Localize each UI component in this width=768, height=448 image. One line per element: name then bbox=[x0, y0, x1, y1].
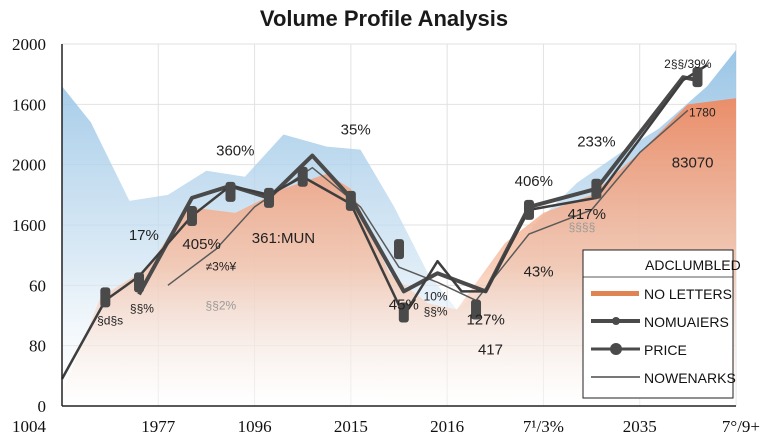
y-tick-label: 1600 bbox=[12, 95, 46, 114]
data-label: §§§§ bbox=[569, 220, 596, 234]
y-tick-label: 1600 bbox=[12, 216, 46, 235]
data-label: 2§§/39% bbox=[664, 57, 712, 71]
data-label: 35% bbox=[341, 122, 371, 139]
data-label: 127% bbox=[466, 312, 504, 329]
y-tick-label: 0 bbox=[38, 397, 47, 416]
legend-thick-marker bbox=[612, 317, 620, 325]
y-tick-label: 2000 bbox=[12, 35, 46, 54]
data-label: ≠3%¥ bbox=[206, 259, 237, 273]
x-tick-labels: 1004 1977 1096 2015 2016 7¹/3% 2035 7°/9+ bbox=[12, 417, 760, 436]
data-marker bbox=[692, 67, 703, 88]
x-tick-label: 2035 bbox=[623, 417, 657, 436]
data-label: 83070 bbox=[672, 155, 714, 172]
y-tick-labels: 0 80 60 1600 2000 1600 2000 bbox=[12, 35, 46, 416]
chart-title: Volume Profile Analysis bbox=[260, 6, 508, 31]
series-line-price bbox=[60, 64, 708, 380]
legend-price-marker bbox=[610, 343, 622, 355]
data-marker bbox=[345, 190, 356, 211]
data-marker bbox=[100, 287, 111, 308]
data-marker bbox=[591, 178, 602, 199]
y-tick-label: 60 bbox=[29, 276, 46, 295]
data-label: 360% bbox=[216, 143, 254, 160]
data-marker bbox=[186, 205, 197, 226]
data-label: §§% bbox=[130, 301, 154, 315]
data-marker bbox=[398, 302, 409, 323]
area-no-letters bbox=[62, 98, 736, 407]
data-label: 10% bbox=[424, 289, 448, 303]
data-marker bbox=[297, 166, 308, 187]
data-label: 417 bbox=[478, 342, 503, 359]
data-label: 361:MUN bbox=[252, 230, 315, 247]
legend: ADCLUMBLED NO LETTERS NOMUAIERS PRICE NO… bbox=[582, 249, 741, 399]
data-label: 17% bbox=[129, 227, 159, 244]
legend-item-nomuaiers: NOMUAIERS bbox=[644, 314, 729, 330]
y-tick-label: 80 bbox=[29, 337, 46, 356]
x-tick-label: 7¹/3% bbox=[523, 417, 564, 436]
data-label: 405% bbox=[182, 236, 220, 253]
legend-item-no-letters: NO LETTERS bbox=[644, 286, 732, 302]
data-label: 406% bbox=[515, 173, 553, 190]
data-label: 417% bbox=[568, 206, 606, 223]
y-tick-label: 2000 bbox=[12, 156, 46, 175]
legend-box bbox=[582, 249, 734, 399]
legend-item-nowenarks: NOWENARKS bbox=[644, 370, 736, 386]
data-label: 43% bbox=[524, 263, 554, 280]
data-marker bbox=[523, 199, 534, 220]
data-label: 233% bbox=[577, 134, 615, 151]
data-marker bbox=[134, 272, 145, 293]
legend-item-price: PRICE bbox=[644, 342, 687, 358]
legend-orange-swatch bbox=[591, 291, 639, 296]
data-label: §§% bbox=[424, 305, 448, 319]
data-marker bbox=[225, 181, 236, 202]
x-tick-label: 2016 bbox=[430, 417, 464, 436]
x-tick-label: 1004 bbox=[12, 417, 47, 436]
data-label: §§2% bbox=[206, 298, 237, 312]
data-marker bbox=[471, 299, 482, 320]
legend-title: ADCLUMBLED bbox=[645, 257, 741, 273]
data-label: 45% bbox=[389, 296, 419, 313]
x-tick-label: 7°/9+ bbox=[722, 417, 760, 436]
x-tick-label: 2015 bbox=[334, 417, 368, 436]
series-line-nowenarks bbox=[167, 109, 689, 302]
data-label: 1780 bbox=[689, 105, 716, 119]
x-tick-label: 1977 bbox=[141, 417, 176, 436]
data-marker bbox=[394, 239, 404, 260]
data-label: §d§s bbox=[97, 314, 123, 328]
x-tick-label: 1096 bbox=[238, 417, 272, 436]
data-marker bbox=[264, 187, 275, 208]
